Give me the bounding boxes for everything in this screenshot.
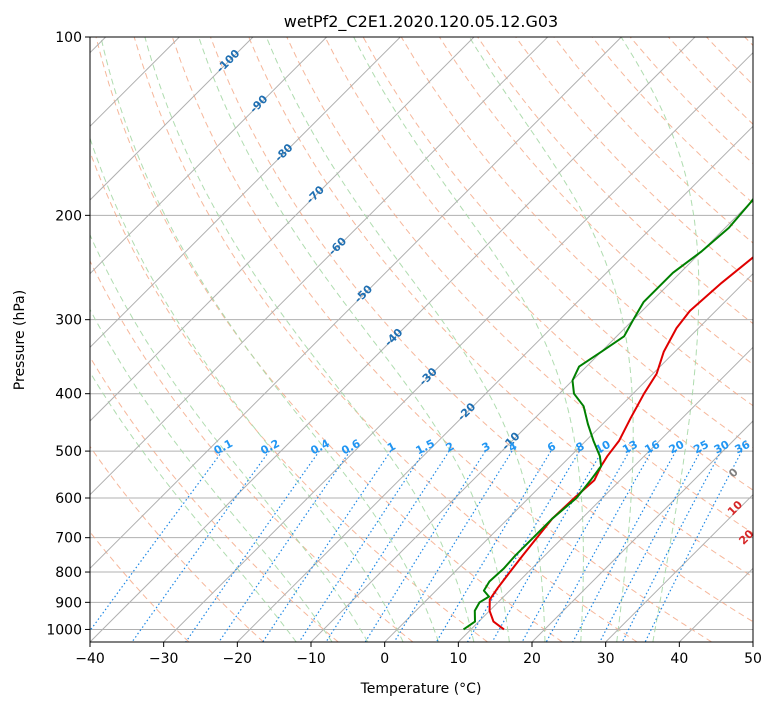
y-tick-label: 900 — [55, 595, 82, 611]
x-tick-label: 0 — [380, 651, 389, 667]
dry-adiabat-line — [745, 37, 775, 642]
mixing-ratio-line — [219, 451, 350, 642]
y-tick-label: 200 — [55, 208, 82, 224]
x-axis-label: Temperature (°C) — [360, 681, 482, 697]
dry-adiabat-line — [0, 37, 189, 642]
y-tick-label: 400 — [55, 387, 82, 403]
dry-adiabat-line — [554, 37, 775, 642]
x-tick-label: −30 — [149, 651, 179, 667]
isotherm-line — [753, 37, 775, 642]
dry-adiabat-line — [707, 37, 775, 642]
isotherm-label: -40 — [382, 326, 405, 349]
mixing-ratio-label: 0.6 — [339, 437, 363, 458]
mixing-ratio-label: 6 — [545, 439, 558, 454]
y-tick-label: 700 — [55, 531, 82, 547]
adiabat-label: 30 — [751, 553, 771, 573]
y-tick-label: 500 — [55, 444, 82, 460]
y-tick-label: 100 — [55, 30, 82, 46]
mixing-ratio-line — [600, 451, 701, 642]
mixing-ratio-label: 25 — [691, 438, 711, 457]
y-tick-label: 800 — [55, 565, 82, 581]
isotherm-line — [0, 37, 327, 642]
dry-adiabat-line — [0, 37, 264, 642]
dry-adiabat-line — [668, 37, 775, 642]
y-tick-label: 300 — [55, 313, 82, 329]
adiabat-label: 0 — [726, 465, 741, 480]
mixing-ratio-line — [326, 451, 449, 642]
mixing-ratio-line — [263, 451, 391, 642]
mixing-ratio-label: 0.1 — [212, 437, 235, 458]
isotherm-line — [16, 37, 621, 642]
isotherm-line — [0, 37, 253, 642]
dry-adiabat-line — [20, 37, 413, 642]
isotherm-line — [237, 37, 775, 642]
mixing-ratio-line — [436, 451, 551, 642]
adiabat-label: 10 — [725, 498, 745, 518]
chart-title: wetPf2_C2E1.2020.120.05.12.G03 — [284, 12, 558, 32]
y-tick-label: 1000 — [46, 622, 82, 638]
dry-adiabat-line — [0, 37, 338, 642]
x-tick-label: 10 — [449, 651, 467, 667]
y-tick-label: 600 — [55, 491, 82, 507]
x-tick-label: −10 — [296, 651, 326, 667]
isotherm-line — [385, 37, 775, 642]
dry-adiabat-line — [516, 37, 775, 642]
isotherm-line — [0, 37, 474, 642]
mixing-ratio-label: 2 — [444, 440, 457, 455]
mixing-ratio-line — [573, 451, 676, 642]
mixing-ratio-line — [365, 451, 485, 642]
adiabat-label: 20 — [736, 527, 756, 547]
isotherm-line — [164, 37, 769, 642]
mixing-ratio-label: 3 — [480, 440, 493, 455]
isotherm-line — [532, 37, 775, 642]
isotherm-line — [0, 37, 400, 642]
x-tick-label: −20 — [223, 651, 253, 667]
isotherm-label: -20 — [455, 400, 478, 423]
moist-adiabat-line — [32, 37, 367, 642]
isotherm-label: -70 — [304, 183, 327, 206]
isotherm-line — [458, 37, 775, 642]
x-tick-label: −40 — [75, 651, 105, 667]
moist-adiabat-line — [4, 37, 332, 642]
x-tick-label: 30 — [597, 651, 615, 667]
mixing-ratio-label: 36 — [733, 438, 753, 457]
x-tick-label: 50 — [744, 651, 762, 667]
mixing-ratio-label: 1.5 — [414, 437, 437, 458]
moist-adiabat-line — [64, 37, 403, 642]
moist-adiabat-line — [469, 37, 633, 642]
isotherm-line — [679, 37, 775, 642]
mixing-ratio-line — [299, 451, 424, 642]
dry-adiabat-line — [58, 37, 488, 642]
mixing-ratio-label: 30 — [712, 438, 732, 457]
mixing-ratio-label: 0.4 — [308, 437, 332, 458]
x-tick-label: 40 — [670, 651, 688, 667]
y-axis-label: Pressure (hPa) — [12, 290, 28, 390]
x-tick-label: 20 — [523, 651, 541, 667]
